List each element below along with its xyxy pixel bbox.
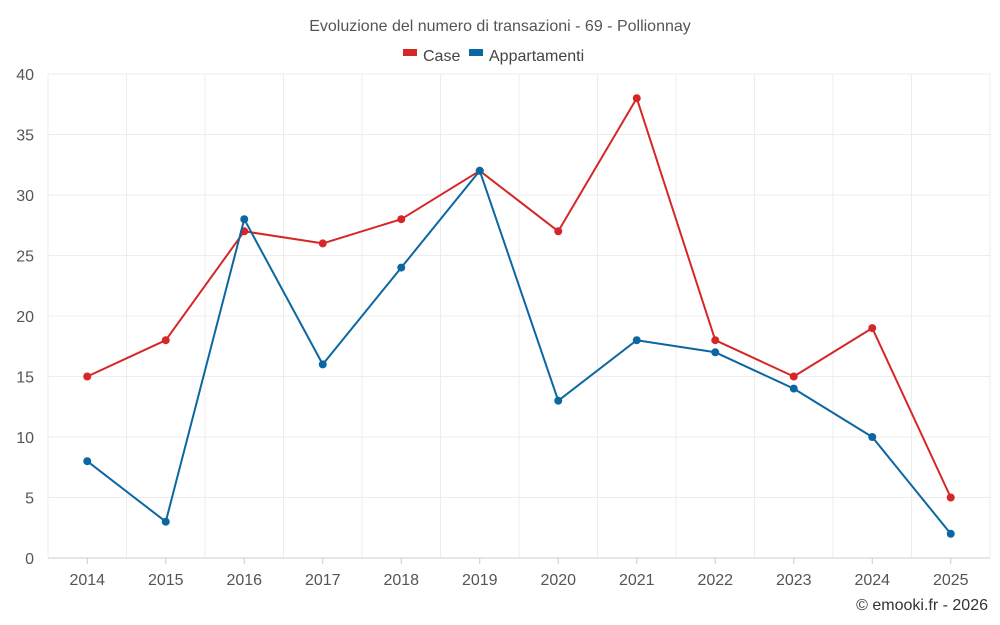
legend[interactable]: Case Appartamenti [403, 48, 584, 65]
data-point[interactable] [946, 493, 955, 502]
data-point[interactable] [397, 263, 406, 272]
y-tick-label: 10 [16, 430, 34, 447]
data-point[interactable] [946, 529, 955, 538]
legend-label: Case [423, 48, 460, 65]
grid [47, 73, 991, 558]
legend-swatch [403, 49, 417, 56]
y-tick-label: 30 [16, 188, 34, 205]
x-tick-label: 2023 [776, 572, 812, 589]
data-point[interactable] [868, 433, 877, 441]
data-point[interactable] [789, 384, 798, 393]
data-point[interactable] [789, 372, 798, 381]
legend-item-appartamenti[interactable]: Appartamenti [469, 48, 584, 65]
data-point[interactable] [318, 360, 327, 369]
data-point[interactable] [240, 215, 249, 224]
data-point[interactable] [711, 348, 720, 357]
credit-text: © emooki.fr - 2026 [856, 597, 988, 614]
legend-label: Appartamenti [489, 48, 584, 65]
y-tick-label: 25 [16, 249, 34, 266]
y-tick-label: 5 [25, 491, 34, 508]
chart-title: Evoluzione del numero di transazioni - 6… [309, 18, 691, 35]
data-point[interactable] [632, 336, 641, 345]
y-tick-label: 20 [16, 309, 34, 326]
legend-swatch [469, 49, 483, 56]
data-point[interactable] [475, 166, 484, 175]
series-appartamenti [83, 166, 955, 538]
x-tick-label: 2024 [854, 572, 890, 589]
data-point[interactable] [554, 396, 563, 405]
x-tick-label: 2021 [619, 572, 655, 589]
x-tick-label: 2020 [540, 572, 576, 589]
data-point[interactable] [161, 336, 170, 345]
y-tick-label: 35 [16, 128, 34, 145]
x-tick-label: 2016 [226, 572, 262, 589]
series-line-case [86, 97, 952, 498]
x-tick-label: 2025 [933, 572, 969, 589]
series-group [83, 94, 955, 538]
y-tick-label: 15 [16, 370, 34, 387]
x-tick-label: 2018 [383, 572, 419, 589]
legend-item-case[interactable]: Case [403, 48, 460, 65]
x-tick-label: 2019 [462, 572, 498, 589]
x-tick-label: 2014 [69, 572, 105, 589]
data-point[interactable] [397, 215, 406, 224]
data-point[interactable] [161, 517, 170, 526]
data-point[interactable] [554, 227, 563, 236]
data-point[interactable] [632, 94, 641, 103]
data-point[interactable] [318, 239, 327, 248]
data-point[interactable] [83, 457, 92, 466]
x-tick-label: 2022 [697, 572, 733, 589]
series-line-appartamenti [86, 169, 952, 535]
data-point[interactable] [868, 324, 877, 333]
y-tick-label: 40 [16, 67, 34, 84]
x-tick-label: 2015 [148, 572, 184, 589]
x-tick-label: 2017 [305, 572, 341, 589]
data-point[interactable] [83, 372, 92, 381]
data-point[interactable] [711, 336, 720, 345]
y-tick-label: 0 [25, 551, 34, 568]
